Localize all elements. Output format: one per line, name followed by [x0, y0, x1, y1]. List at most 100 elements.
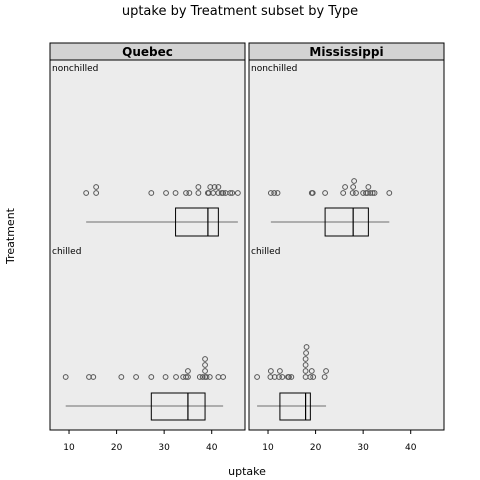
data-point [234, 190, 241, 196]
treatment-label: chilled [251, 247, 280, 257]
data-point [321, 374, 328, 380]
x-tick-label: 20 [310, 443, 322, 453]
data-point [133, 374, 139, 380]
panel-strip-label: Quebec [122, 45, 173, 59]
data-point [307, 374, 314, 380]
data-point [186, 190, 193, 196]
panel-background [49, 59, 246, 431]
box [324, 207, 369, 237]
data-point [229, 190, 236, 196]
data-point [267, 190, 274, 196]
data-point [202, 356, 208, 362]
data-point [302, 362, 309, 368]
data-point [148, 374, 155, 380]
data-point [207, 184, 214, 190]
data-point [302, 356, 309, 362]
data-point [220, 190, 227, 196]
x-tick-label: 40 [206, 443, 218, 453]
data-point [351, 178, 358, 184]
data-point [271, 190, 278, 196]
data-point [274, 190, 281, 196]
y-axis-title: Treatment [4, 207, 17, 265]
group-chilled: chilled [251, 247, 329, 421]
panel-1: Mississippi 10 20 30 40 nonchilled chilled [248, 42, 445, 453]
data-point [310, 374, 317, 380]
data-point [267, 374, 274, 380]
data-point [185, 374, 191, 380]
data-point [183, 374, 189, 380]
group-nonchilled: nonchilled [52, 64, 241, 237]
x-tick-label: 20 [111, 443, 123, 453]
data-point [62, 374, 69, 380]
data-point [183, 190, 189, 196]
data-point [118, 374, 125, 380]
data-point [286, 374, 292, 380]
data-point [267, 368, 274, 374]
panel-background [248, 59, 445, 431]
data-point [211, 184, 218, 190]
data-point [308, 368, 315, 374]
data-point [227, 190, 234, 196]
data-point [350, 184, 357, 190]
data-point [277, 368, 283, 374]
chart-title: uptake by Treatment subset by Type [122, 4, 358, 19]
data-point [271, 374, 278, 380]
treatment-label: chilled [52, 247, 81, 257]
data-point [254, 374, 260, 380]
data-point [215, 184, 222, 190]
box [175, 207, 219, 237]
data-point [369, 190, 376, 196]
panel-strip [49, 42, 246, 61]
treatment-label: nonchilled [251, 64, 297, 74]
x-tick-label: 30 [357, 443, 369, 453]
box [150, 392, 206, 421]
x-tick-label: 10 [63, 443, 75, 453]
data-point [148, 190, 155, 196]
data-point [172, 190, 179, 196]
data-point [386, 190, 393, 196]
data-point [199, 374, 206, 380]
data-point [371, 190, 378, 196]
data-point [365, 184, 372, 190]
x-tick-label: 40 [405, 443, 417, 453]
data-point [173, 374, 179, 380]
group-chilled: chilled [52, 247, 227, 421]
data-point [322, 190, 328, 196]
data-point [303, 344, 310, 350]
x-axis-title: uptake [228, 465, 266, 478]
data-point [206, 374, 213, 380]
treatment-label: nonchilled [52, 64, 98, 74]
data-point [205, 190, 212, 196]
data-point [220, 374, 227, 380]
data-point [202, 362, 208, 368]
x-tick-label: 10 [262, 443, 274, 453]
data-point [203, 374, 210, 380]
data-point [342, 184, 348, 190]
data-point [195, 190, 202, 196]
panel-strip-label: Mississippi [309, 45, 383, 59]
data-point [185, 368, 191, 374]
data-point [309, 190, 316, 196]
data-point [367, 190, 374, 196]
panel-strip [248, 42, 445, 61]
data-point [93, 184, 100, 190]
data-point [90, 374, 97, 380]
data-point [93, 190, 100, 196]
box [279, 392, 311, 421]
x-tick-label: 30 [158, 443, 170, 453]
data-point [83, 190, 90, 196]
data-point [162, 374, 169, 380]
panel-0: Quebec 10 20 30 40 nonchilled chilled [49, 42, 246, 453]
data-point [279, 374, 286, 380]
data-point [360, 190, 367, 196]
data-point [288, 374, 295, 380]
data-point [353, 190, 359, 196]
data-point [323, 368, 329, 374]
data-point [202, 368, 208, 374]
data-point [195, 184, 202, 190]
data-point [86, 374, 92, 380]
data-point [303, 350, 309, 356]
data-point [163, 190, 169, 196]
